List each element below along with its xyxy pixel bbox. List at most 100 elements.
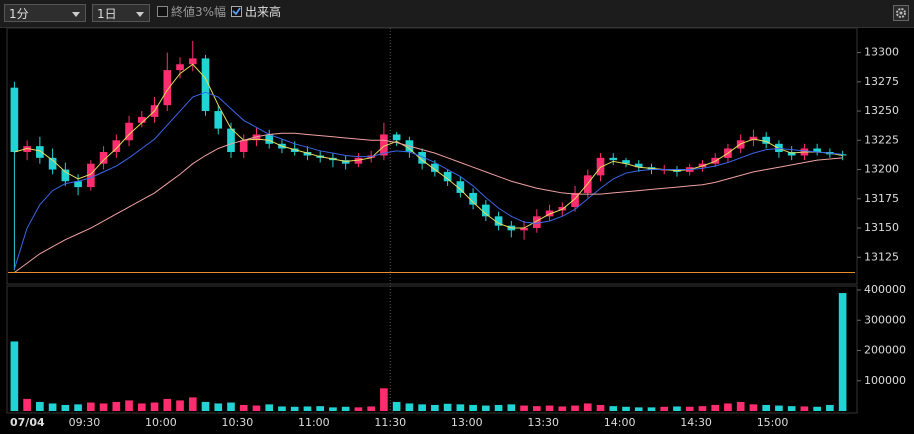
volume-bar [329,407,337,411]
volume-bar [838,293,847,411]
volume-checkbox[interactable] [231,6,242,17]
volume-bar [176,400,184,411]
candle-body [609,157,618,161]
candle-body [201,58,210,112]
candle-body [698,163,707,168]
volume-bar [736,401,745,411]
volume-bar [762,404,770,411]
y-tick-label: 13300 [864,46,899,59]
volume-bar [278,406,286,411]
candle-body [125,122,133,141]
volume-option-label: 出来高 [245,5,282,19]
candle-body [354,157,363,164]
y-tick-label: 100000 [864,374,906,387]
volume-bar [214,403,223,411]
volume-bar [469,404,477,411]
volume-bar [520,405,528,411]
volume-bar [596,404,605,411]
volume-bar [188,397,197,411]
y-tick-label: 13125 [864,250,899,263]
candle-body [99,151,108,164]
volume-bar [609,406,618,411]
candle-body [290,148,299,152]
volume-bar [341,406,350,411]
volume-bar [290,406,299,411]
interval-select[interactable]: 1分 [4,4,86,22]
volume-bar [443,403,452,411]
candle-body [265,134,274,144]
volume-bar [10,341,19,411]
volume-bar [647,407,656,411]
range-select[interactable]: 1日 [92,4,150,22]
candle-body [112,140,121,152]
volume-bar [583,403,592,411]
candle-body [749,136,758,141]
y-tick-label: 13275 [864,75,899,88]
volume-bar [775,405,783,411]
volume-bar [239,404,248,411]
y-tick-label: 400000 [864,283,906,296]
candle-body [469,192,477,205]
volume-bar [367,406,375,411]
volume-bar [354,407,363,411]
x-tick-label: 10:30 [222,416,254,429]
volume-bar [673,406,681,411]
x-tick-label: 11:30 [374,416,406,429]
volume-bar [698,406,707,411]
y-tick-label: 13250 [864,104,899,117]
volume-bar [125,400,133,411]
candle-body [494,216,503,226]
check-mark [232,7,241,16]
volume-bar [137,403,146,411]
volume-bar [571,405,579,411]
x-tick-label: 13:00 [451,416,483,429]
y-tick-label: 200000 [864,344,906,357]
candle-body [48,157,57,170]
candle-body [239,140,248,152]
volume-bar [405,403,414,411]
candle-body [456,181,465,193]
volume-bar [23,398,31,411]
volume-bar [749,404,758,411]
candle-body [532,216,541,229]
volume-bar [36,401,44,411]
volume-bar [507,404,516,411]
candle-body [87,163,95,188]
volume-bar [74,404,82,411]
candle-body [431,163,439,172]
y-tick-label: 13150 [864,221,899,234]
volume-bar [532,406,541,411]
x-tick-label: 10:00 [145,416,177,429]
candle-body [813,148,821,152]
volume-bar [316,406,325,411]
price-panel [6,27,858,285]
volume-bar [265,404,274,411]
volume-bar [685,406,694,411]
x-tick-label: 15:00 [757,416,789,429]
range-checkbox[interactable] [157,6,168,17]
x-tick-label: 13:30 [527,416,559,429]
candle-body [303,151,312,156]
candle-body [252,134,261,141]
volume-bar [163,398,172,411]
candle-body [74,181,82,188]
volume-bar [87,402,95,411]
candle-body [596,157,605,176]
candle-body [787,151,796,156]
volume-bar [826,404,834,411]
candle-body [163,70,172,106]
volume-bar [150,402,159,411]
x-tick-label: 09:30 [69,416,101,429]
volume-bar [303,406,312,411]
x-tick-label: 14:00 [604,416,636,429]
moving-average-line [14,132,843,273]
candle-body [571,192,579,207]
candle-body [634,163,643,168]
settings-button[interactable] [893,5,909,21]
volume-bar [48,403,57,411]
volume-bar [112,401,121,411]
volume-bar [418,404,426,411]
moving-average-line [14,63,843,229]
candle-body [520,228,528,231]
